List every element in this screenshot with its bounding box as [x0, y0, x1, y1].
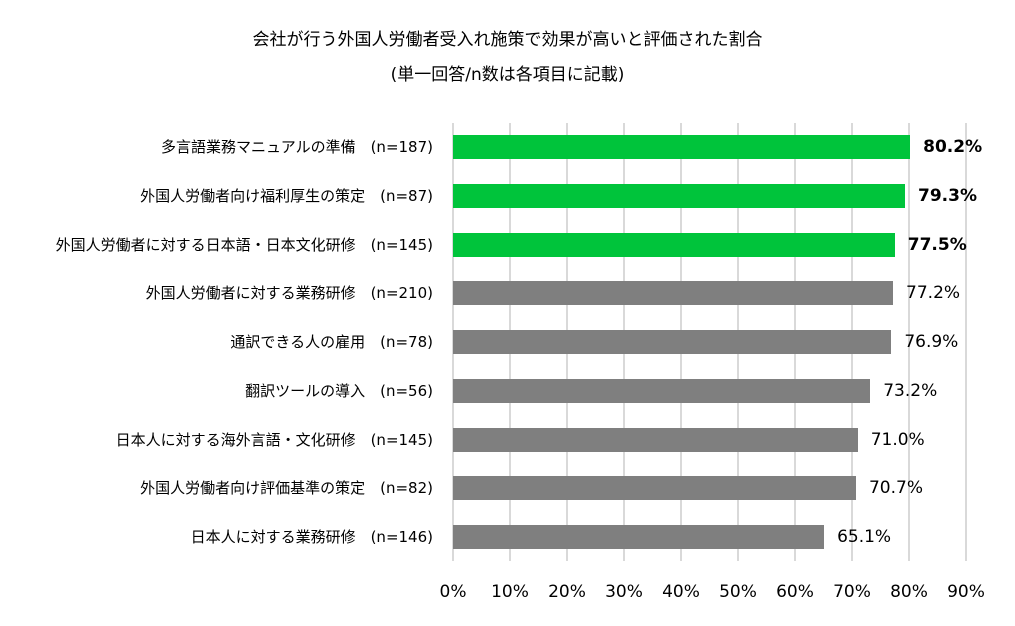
x-axis-tick-label: 40%	[662, 582, 700, 602]
bar	[453, 281, 894, 306]
bar	[453, 525, 825, 549]
category-label: 翻訳ツールの導入 (n=56)	[245, 381, 433, 400]
category-label: 通訳できる人の雇用 (n=78)	[230, 333, 433, 351]
bar	[453, 476, 856, 501]
gridline	[965, 123, 967, 561]
bar	[453, 330, 892, 354]
value-label: 77.5%	[907, 234, 967, 255]
value-label: 71.0%	[870, 429, 925, 450]
category-label: 外国人労働者に対する日本語・日本文化研修 (n=145)	[55, 235, 433, 254]
x-axis-tick-label: 90%	[947, 582, 985, 602]
value-label: 73.2%	[883, 380, 938, 401]
bar	[453, 232, 895, 257]
category-label: 日本人に対する海外言語・文化研修 (n=145)	[115, 430, 433, 449]
value-label: 77.2%	[906, 283, 961, 304]
value-label: 80.2%	[923, 137, 983, 157]
bar	[453, 183, 905, 208]
category-label: 日本人に対する業務研修 (n=146)	[190, 528, 433, 546]
x-axis-tick-label: 30%	[605, 582, 643, 602]
category-label: 外国人労働者向け福利厚生の策定 (n=87)	[140, 186, 433, 205]
gridline	[908, 123, 910, 561]
x-axis-tick-label: 50%	[719, 582, 757, 602]
value-label: 65.1%	[837, 527, 892, 547]
category-label: 外国人労働者向け評価基準の策定 (n=82)	[140, 479, 433, 498]
x-axis-tick-label: 0%	[439, 582, 467, 602]
bar	[453, 378, 871, 403]
value-label: 76.9%	[904, 332, 959, 352]
x-axis-tick-label: 20%	[548, 582, 586, 602]
chart-title: 会社が行う外国人労働者受入れ施策で効果が高いと評価された割合	[252, 30, 763, 50]
value-label: 79.3%	[918, 185, 977, 206]
x-axis-tick-label: 60%	[776, 582, 814, 602]
category-label: 外国人労働者に対する業務研修 (n=210)	[145, 284, 433, 303]
chart-subtitle: (単一回答/n数は各項目に記載)	[390, 65, 625, 85]
bar	[453, 135, 911, 159]
value-label: 70.7%	[868, 478, 923, 499]
x-axis-tick-label: 70%	[833, 582, 871, 602]
x-axis-tick-label: 10%	[491, 582, 529, 602]
category-label: 多言語業務マニュアルの準備 (n=187)	[161, 138, 433, 156]
x-axis-tick-label: 80%	[890, 582, 928, 602]
bar	[453, 427, 858, 452]
